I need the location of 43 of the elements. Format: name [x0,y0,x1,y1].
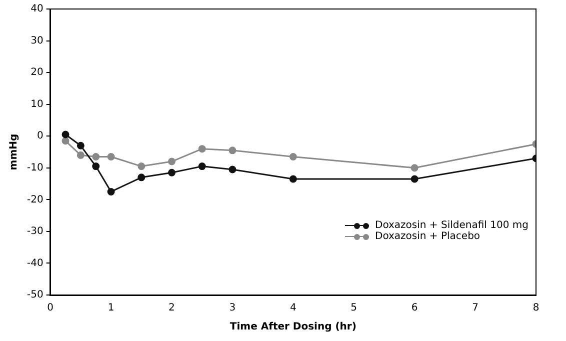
x-tick-label: 1 [108,302,114,314]
point [107,153,115,161]
y-tick-label: 40 [30,4,44,15]
point [168,168,176,176]
y-tick-label: 30 [30,35,44,46]
y-axis-title: mmHg [8,134,20,170]
x-tick-label: 5 [350,302,358,314]
y-tick-label: -40 [26,258,44,269]
y-tick-label: -20 [26,194,44,206]
point [76,142,84,150]
legend-label: Doxazosin + Sildenafil 100 mg [375,220,528,231]
y-tick-label: 0 [36,130,44,142]
point [198,145,206,153]
point [138,162,146,170]
y-tick-label: -50 [26,290,44,301]
point [228,166,236,174]
x-tick-label: 6 [411,302,418,314]
point [410,175,418,183]
point [228,146,236,154]
point [168,158,176,166]
point [198,162,206,170]
x-tick-label: 3 [229,302,236,314]
y-tick-label: 20 [30,67,44,78]
x-tick-label: 8 [532,302,540,314]
y-tick-label: 10 [30,98,44,110]
y-tick-label: -10 [26,162,44,174]
point [92,153,100,161]
y-tick-label: -30 [26,226,44,238]
legend-label: Doxazosin + Placebo [375,231,480,242]
point [410,164,418,172]
point [289,175,297,183]
point [62,130,70,138]
x-axis-title: Time After Dosing (hr) [230,322,356,333]
x-tick-label: 4 [290,302,296,314]
point [138,174,146,182]
x-tick-label: 0 [47,302,54,314]
point [76,151,84,159]
point [62,137,70,145]
point [107,188,115,196]
point [92,162,100,170]
point [289,153,297,161]
x-tick-label: 7 [472,302,478,314]
x-tick-label: 2 [168,302,175,314]
